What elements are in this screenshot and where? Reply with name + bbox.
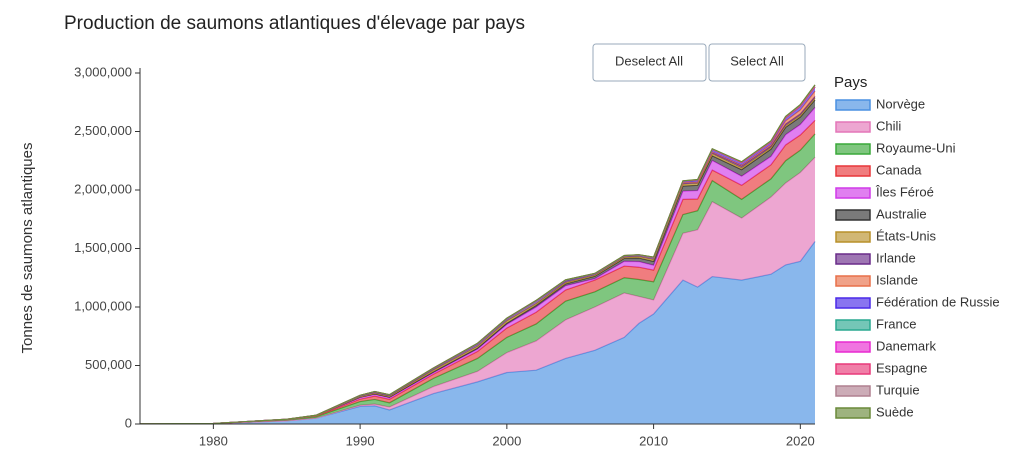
legend-swatch — [835, 165, 871, 177]
legend-swatch — [835, 363, 871, 375]
x-tick-label: 1990 — [346, 433, 375, 448]
x-tick-label: 2000 — [492, 433, 521, 448]
x-tick-label: 2020 — [786, 433, 815, 448]
legend-item: Islande — [835, 272, 918, 287]
y-tick-label: 1,500,000 — [74, 240, 132, 255]
legend-label: Chili — [876, 118, 901, 133]
y-tick-label: 500,000 — [85, 357, 132, 372]
button-label[interactable]: Deselect All — [615, 53, 683, 68]
area — [140, 241, 815, 424]
legend-label: Canada — [876, 162, 922, 177]
legend-swatch — [835, 275, 871, 287]
y-tick-label: 3,000,000 — [74, 64, 132, 79]
legend-label: Espagne — [876, 360, 927, 375]
select-button[interactable]: Select All — [708, 43, 806, 82]
area-edge — [139, 84, 816, 425]
legend-item: Canada — [835, 162, 922, 177]
legend-label: Norvège — [876, 96, 925, 111]
legend-label: Turquie — [876, 382, 920, 397]
legend-item: Royaume-Uni — [835, 140, 956, 155]
legend-label: Australie — [876, 206, 927, 221]
deselect-button[interactable]: Deselect All — [592, 43, 707, 82]
legend-label: France — [876, 316, 916, 331]
legend-label: Îles Féroé — [875, 184, 934, 199]
legend-label: Suède — [876, 404, 914, 419]
legend-item: Espagne — [835, 360, 927, 375]
legend-swatch — [835, 121, 871, 133]
legend-label: Royaume-Uni — [876, 140, 956, 155]
legend-label: Danemark — [876, 338, 936, 353]
legend-swatch — [835, 99, 871, 111]
legend: Norvège Chili Royaume-Uni Canada Îles Féroé A… — [835, 96, 1000, 419]
legend-label: Fédération de Russie — [876, 294, 1000, 309]
legend-item: Suède — [835, 404, 914, 419]
button-box[interactable] — [708, 43, 806, 82]
button-label[interactable]: Select All — [730, 53, 784, 68]
legend-swatch — [835, 385, 871, 397]
chart-title: Production de saumons atlantiques d'élev… — [64, 13, 525, 34]
legend-item: Turquie — [835, 382, 920, 397]
plot-area — [139, 84, 816, 425]
legend-swatch — [835, 143, 871, 155]
legend-swatch — [835, 407, 871, 419]
legend-label: Islande — [876, 272, 918, 287]
y-axis-label: Tonnes de saumons atlantiques — [19, 143, 36, 354]
legend-swatch — [835, 253, 871, 265]
legend-label: États-Unis — [876, 228, 936, 243]
legend-swatch — [835, 231, 871, 243]
area — [140, 133, 815, 424]
x-tick-label: 1980 — [199, 433, 228, 448]
legend-item: France — [835, 316, 916, 331]
legend-swatch — [835, 209, 871, 221]
y-tick-label: 2,000,000 — [74, 181, 132, 196]
legend-swatch — [835, 187, 871, 199]
legend-swatch — [835, 297, 871, 309]
legend-swatch — [835, 341, 871, 353]
legend-item: Irlande — [835, 250, 916, 265]
legend-item: Fédération de Russie — [835, 294, 1000, 309]
legend-label: Irlande — [876, 250, 916, 265]
legend-item: Chili — [835, 118, 901, 133]
legend-item: Norvège — [835, 96, 925, 111]
button-box[interactable] — [592, 43, 707, 82]
y-tick-label: 2,500,000 — [74, 123, 132, 138]
y-tick-label: 0 — [125, 415, 132, 430]
legend-item: Danemark — [835, 338, 936, 353]
y-tick-label: 1,000,000 — [74, 298, 132, 313]
legend-swatch — [835, 319, 871, 331]
x-tick-label: 2010 — [639, 433, 668, 448]
legend-title: Pays — [834, 74, 867, 91]
legend-item: États-Unis — [835, 228, 936, 243]
legend-item: Australie — [835, 206, 927, 221]
legend-item: Îles Féroé — [835, 184, 934, 199]
